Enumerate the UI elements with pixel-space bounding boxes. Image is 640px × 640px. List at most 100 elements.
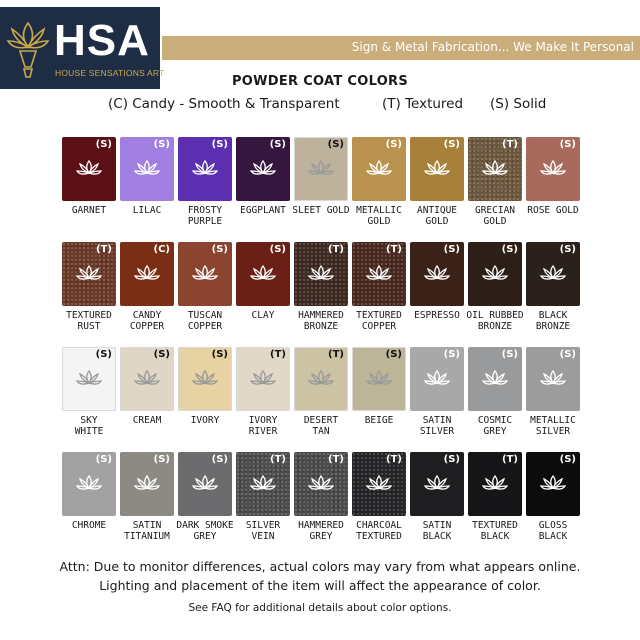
color-name-label: SATIN BLACK [422,520,452,542]
color-swatch-card[interactable]: (S) SATIN BLACK [410,452,464,542]
color-swatch-card[interactable]: (S) GARNET [62,137,116,216]
color-name-label: CHROME [71,520,107,531]
color-swatch[interactable]: (S) [178,347,232,411]
color-swatch[interactable]: (S) [352,347,406,411]
page-title: POWDER COAT COLORS [231,74,409,89]
color-swatch-card[interactable]: (T) GRECIAN GOLD [468,137,522,227]
color-swatch-card[interactable]: (T) HAMMERED GREY [294,452,348,542]
color-swatch-card[interactable]: (S) IVORY [178,347,232,426]
color-swatch[interactable]: (S) [410,347,464,411]
color-swatch[interactable]: (T) [468,452,522,516]
color-swatch[interactable]: (S) [294,137,348,201]
color-swatch-card[interactable]: (S) CLAY [236,242,290,321]
color-swatch-card[interactable]: (S) ESPRESSO [410,242,464,321]
color-swatch[interactable]: (T) [236,452,290,516]
color-swatch[interactable]: (S) [120,347,174,411]
color-swatch-card[interactable]: (S) DARK SMOKE GREY [176,452,234,542]
color-swatch-card[interactable]: (T) TEXTURED RUST [62,242,116,332]
color-name-label: TEXTURED BLACK [472,520,518,542]
lotus-icon [75,369,103,387]
color-swatch[interactable]: (S) [526,242,580,306]
lotus-icon [423,369,451,387]
color-swatch-card[interactable]: (S) BEIGE [352,347,406,426]
color-swatch[interactable]: (S) [352,137,406,201]
lotus-icon [133,474,161,492]
lotus-icon [365,159,393,177]
color-swatch[interactable]: (S) [178,452,232,516]
color-swatch-card[interactable]: (S) TUSCAN COPPER [178,242,232,332]
color-swatch[interactable]: (S) [236,137,290,201]
finish-code-badge: (S) [443,139,460,150]
color-swatch-card[interactable]: (S) FROSTY PURPLE [178,137,232,227]
color-swatch-card[interactable]: (S) EGGPLANT [236,137,290,216]
color-swatch[interactable]: (S) [62,137,116,201]
color-swatch[interactable]: (S) [410,137,464,201]
color-swatch[interactable]: (S) [120,137,174,201]
color-swatch[interactable]: (T) [62,242,116,306]
color-swatch[interactable]: (T) [294,347,348,411]
texture-overlay [352,242,406,306]
lotus-icon [539,264,567,282]
finish-code-badge: (S) [95,454,112,465]
color-swatch-card[interactable]: (T) HAMMERED BRONZE [294,242,348,332]
color-name-label: BLACK BRONZE [535,310,571,332]
color-swatch[interactable]: (S) [62,347,116,411]
color-swatch[interactable]: (S) [468,242,522,306]
finish-code-badge: (S) [95,349,112,360]
color-swatch[interactable]: (T) [468,137,522,201]
lotus-icon [307,159,335,177]
color-swatch-card[interactable]: (S) LILAC [120,137,174,216]
color-swatch[interactable]: (T) [294,242,348,306]
color-swatch[interactable]: (S) [120,452,174,516]
color-swatch-card[interactable]: (S) OIL RUBBED BRONZE [466,242,524,332]
finish-code-badge: (S) [211,454,228,465]
color-swatch-card[interactable]: (S) COSMIC GREY [468,347,522,437]
color-swatch[interactable]: (S) [526,452,580,516]
color-swatch-card[interactable]: (S) GLOSS BLACK [526,452,580,542]
color-swatch[interactable]: (C) [120,242,174,306]
color-swatch-card[interactable]: (T) DESERT TAN [294,347,348,437]
color-swatch[interactable]: (S) [410,242,464,306]
color-name-label: HAMMERED BRONZE [298,310,344,332]
hsa-logo[interactable]: HSA HOUSE SENSATIONS ART [0,7,164,89]
color-swatch[interactable]: (T) [352,452,406,516]
color-swatch[interactable]: (S) [410,452,464,516]
color-swatch-card[interactable]: (S) SATIN SILVER [410,347,464,437]
color-swatch-card[interactable]: (T) SILVER VEIN [236,452,290,542]
color-swatch-card[interactable]: (S) BLACK BRONZE [526,242,580,332]
color-swatch-card[interactable]: (T) IVORY RIVER [236,347,290,437]
color-swatch[interactable]: (S) [62,452,116,516]
color-name-label: DESERT TAN [303,415,339,437]
finish-code-badge: (S) [559,139,576,150]
color-swatch-card[interactable]: (T) TEXTURED BLACK [468,452,522,542]
color-swatch[interactable]: (S) [178,242,232,306]
lotus-icon [481,369,509,387]
color-swatch-card[interactable]: (S) CREAM [120,347,174,426]
finish-code-badge: (S) [211,244,228,255]
color-swatch-card[interactable]: (S) SKY WHITE [62,347,116,437]
finish-code-badge: (S) [95,139,112,150]
color-swatch-card[interactable]: (C) CANDY COPPER [120,242,174,332]
color-swatch-card[interactable]: (S) ANTIQUE GOLD [410,137,464,227]
logo-subtitle: HOUSE SENSATIONS ART [55,68,165,78]
finish-code-badge: (S) [559,349,576,360]
color-swatch-card[interactable]: (T) CHARCOAL TEXTURED [352,452,406,542]
color-swatch[interactable]: (S) [526,137,580,201]
color-swatch-card[interactable]: (S) SLEET GOLD [292,137,350,216]
color-swatch[interactable]: (S) [178,137,232,201]
color-swatch[interactable]: (S) [468,347,522,411]
lotus-icon [365,264,393,282]
finish-code-badge: (S) [443,349,460,360]
color-swatch[interactable]: (S) [526,347,580,411]
color-swatch[interactable]: (T) [352,242,406,306]
color-swatch[interactable]: (T) [236,347,290,411]
color-swatch-card[interactable]: (S) SATIN TITANIUM [120,452,174,542]
color-swatch-card[interactable]: (S) METALLIC SILVER [526,347,580,437]
color-name-label: DARK SMOKE GREY [176,520,234,542]
color-swatch[interactable]: (T) [294,452,348,516]
color-swatch-card[interactable]: (S) ROSE GOLD [526,137,580,216]
color-swatch-card[interactable]: (S) METALLIC GOLD [352,137,406,227]
color-swatch[interactable]: (S) [236,242,290,306]
color-swatch-card[interactable]: (T) TEXTURED COPPER [352,242,406,332]
color-swatch-card[interactable]: (S) CHROME [62,452,116,531]
